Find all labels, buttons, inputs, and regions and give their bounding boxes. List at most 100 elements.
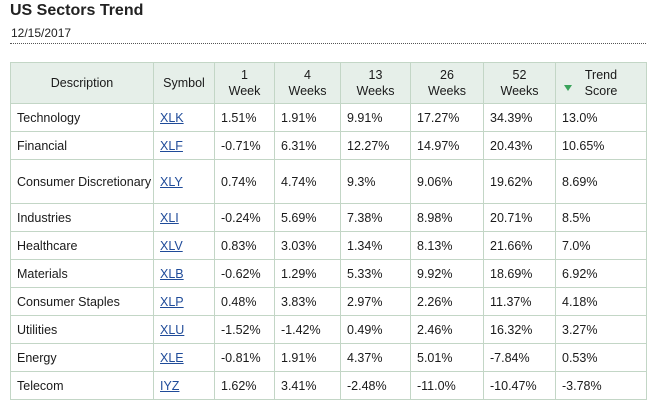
cell-description: Consumer Discretionary [10,159,154,204]
cell-w52: -10.47% [483,371,556,400]
cell-w13: 0.49% [340,315,411,344]
symbol-link[interactable]: XLY [160,174,183,189]
cell-w13: 5.33% [340,259,411,288]
cell-w1: 0.48% [214,287,275,316]
cell-trend: 6.92% [555,259,647,288]
cell-symbol: XLY [153,159,215,204]
cell-w26: 8.98% [410,203,484,232]
cell-w52: 16.32% [483,315,556,344]
sort-desc-icon [564,85,572,91]
cell-w13: 7.38% [340,203,411,232]
cell-symbol: XLI [153,203,215,232]
cell-symbol: XLV [153,231,215,260]
col-header-4-weeks[interactable]: 4 Weeks [274,62,341,104]
cell-trend: 13.0% [555,103,647,132]
cell-w52: 19.62% [483,159,556,204]
cell-description: Energy [10,343,154,372]
cell-w4: 3.41% [274,371,341,400]
col-header-26-weeks[interactable]: 26 Weeks [410,62,484,104]
cell-w4: 1.91% [274,103,341,132]
col-header-description[interactable]: Description [10,62,154,104]
cell-w26: -11.0% [410,371,484,400]
table-row: Consumer Discretionary XLY 0.74% 4.74% 9.3% 9… [10,159,647,204]
cell-symbol: XLU [153,315,215,344]
cell-w26: 5.01% [410,343,484,372]
symbol-link[interactable]: XLI [160,210,179,225]
cell-w26: 8.13% [410,231,484,260]
cell-description: Healthcare [10,231,154,260]
table-row: Financial XLF -0.71% 6.31% 12.27% 14.97% 20.43… [10,131,647,160]
cell-symbol: XLB [153,259,215,288]
cell-description: Consumer Staples [10,287,154,316]
cell-w4: 3.83% [274,287,341,316]
page-title: US Sectors Trend [10,2,144,19]
cell-w52: 20.43% [483,131,556,160]
symbol-link[interactable]: XLE [160,350,184,365]
cell-w13: 9.91% [340,103,411,132]
report-date: 12/15/2017 [11,26,72,40]
table-row: Materials XLB -0.62% 1.29% 5.33% 9.92% 18.69% 6… [10,259,647,288]
cell-trend: 0.53% [555,343,647,372]
symbol-link[interactable]: XLU [160,322,185,337]
cell-description: Financial [10,131,154,160]
table-row: Utilities XLU -1.52% -1.42% 0.49% 2.46% 16.32%… [10,315,647,344]
cell-symbol: XLK [153,103,215,132]
table-row: Consumer Staples XLP 0.48% 3.83% 2.97% 2.26% 1… [10,287,647,316]
cell-symbol: XLF [153,131,215,160]
cell-w26: 17.27% [410,103,484,132]
cell-w52: 11.37% [483,287,556,316]
table-body: Technology XLK 1.51% 1.91% 9.91% 17.27% 34.39%… [10,103,647,400]
cell-w26: 9.92% [410,259,484,288]
symbol-link[interactable]: XLV [160,238,183,253]
cell-w4: 3.03% [274,231,341,260]
col-header-trend-score[interactable]: Trend Score [555,62,647,104]
cell-trend: 4.18% [555,287,647,316]
cell-trend: 8.69% [555,159,647,204]
symbol-link[interactable]: XLP [160,294,184,309]
cell-w4: 1.29% [274,259,341,288]
table-row: Telecom IYZ 1.62% 3.41% -2.48% -11.0% -10.47% -… [10,371,647,400]
cell-trend: -3.78% [555,371,647,400]
cell-description: Telecom [10,371,154,400]
cell-symbol: IYZ [153,371,215,400]
table-row: Industries XLI -0.24% 5.69% 7.38% 8.98% 20.71%… [10,203,647,232]
cell-w1: -0.81% [214,343,275,372]
cell-w13: 9.3% [340,159,411,204]
cell-w52: 20.71% [483,203,556,232]
cell-symbol: XLE [153,343,215,372]
symbol-link[interactable]: IYZ [160,378,180,393]
col-header-52-weeks[interactable]: 52 Weeks [483,62,556,104]
sectors-trend-table: Description Symbol 1 Week 4 Weeks 13 Weeks … [10,62,647,400]
cell-w4: -1.42% [274,315,341,344]
symbol-link[interactable]: XLF [160,138,183,153]
cell-description: Utilities [10,315,154,344]
cell-description: Industries [10,203,154,232]
cell-w1: -0.62% [214,259,275,288]
symbol-link[interactable]: XLB [160,266,184,281]
cell-w1: -0.71% [214,131,275,160]
cell-w4: 1.91% [274,343,341,372]
cell-w52: 18.69% [483,259,556,288]
symbol-link[interactable]: XLK [160,110,184,125]
cell-w13: 2.97% [340,287,411,316]
table-row: Energy XLE -0.81% 1.91% 4.37% 5.01% -7.84% 0.53… [10,343,647,372]
cell-trend: 3.27% [555,315,647,344]
cell-w1: 1.51% [214,103,275,132]
cell-trend: 7.0% [555,231,647,260]
cell-w1: 1.62% [214,371,275,400]
cell-w52: -7.84% [483,343,556,372]
cell-w52: 21.66% [483,231,556,260]
cell-w13: 1.34% [340,231,411,260]
cell-w1: -0.24% [214,203,275,232]
cell-w4: 4.74% [274,159,341,204]
cell-w26: 14.97% [410,131,484,160]
col-header-1-week[interactable]: 1 Week [214,62,275,104]
cell-w52: 34.39% [483,103,556,132]
table-row: Technology XLK 1.51% 1.91% 9.91% 17.27% 34.39%… [10,103,647,132]
col-header-symbol[interactable]: Symbol [153,62,215,104]
cell-w1: -1.52% [214,315,275,344]
col-header-13-weeks[interactable]: 13 Weeks [340,62,411,104]
cell-w1: 0.83% [214,231,275,260]
cell-w26: 9.06% [410,159,484,204]
cell-w13: -2.48% [340,371,411,400]
